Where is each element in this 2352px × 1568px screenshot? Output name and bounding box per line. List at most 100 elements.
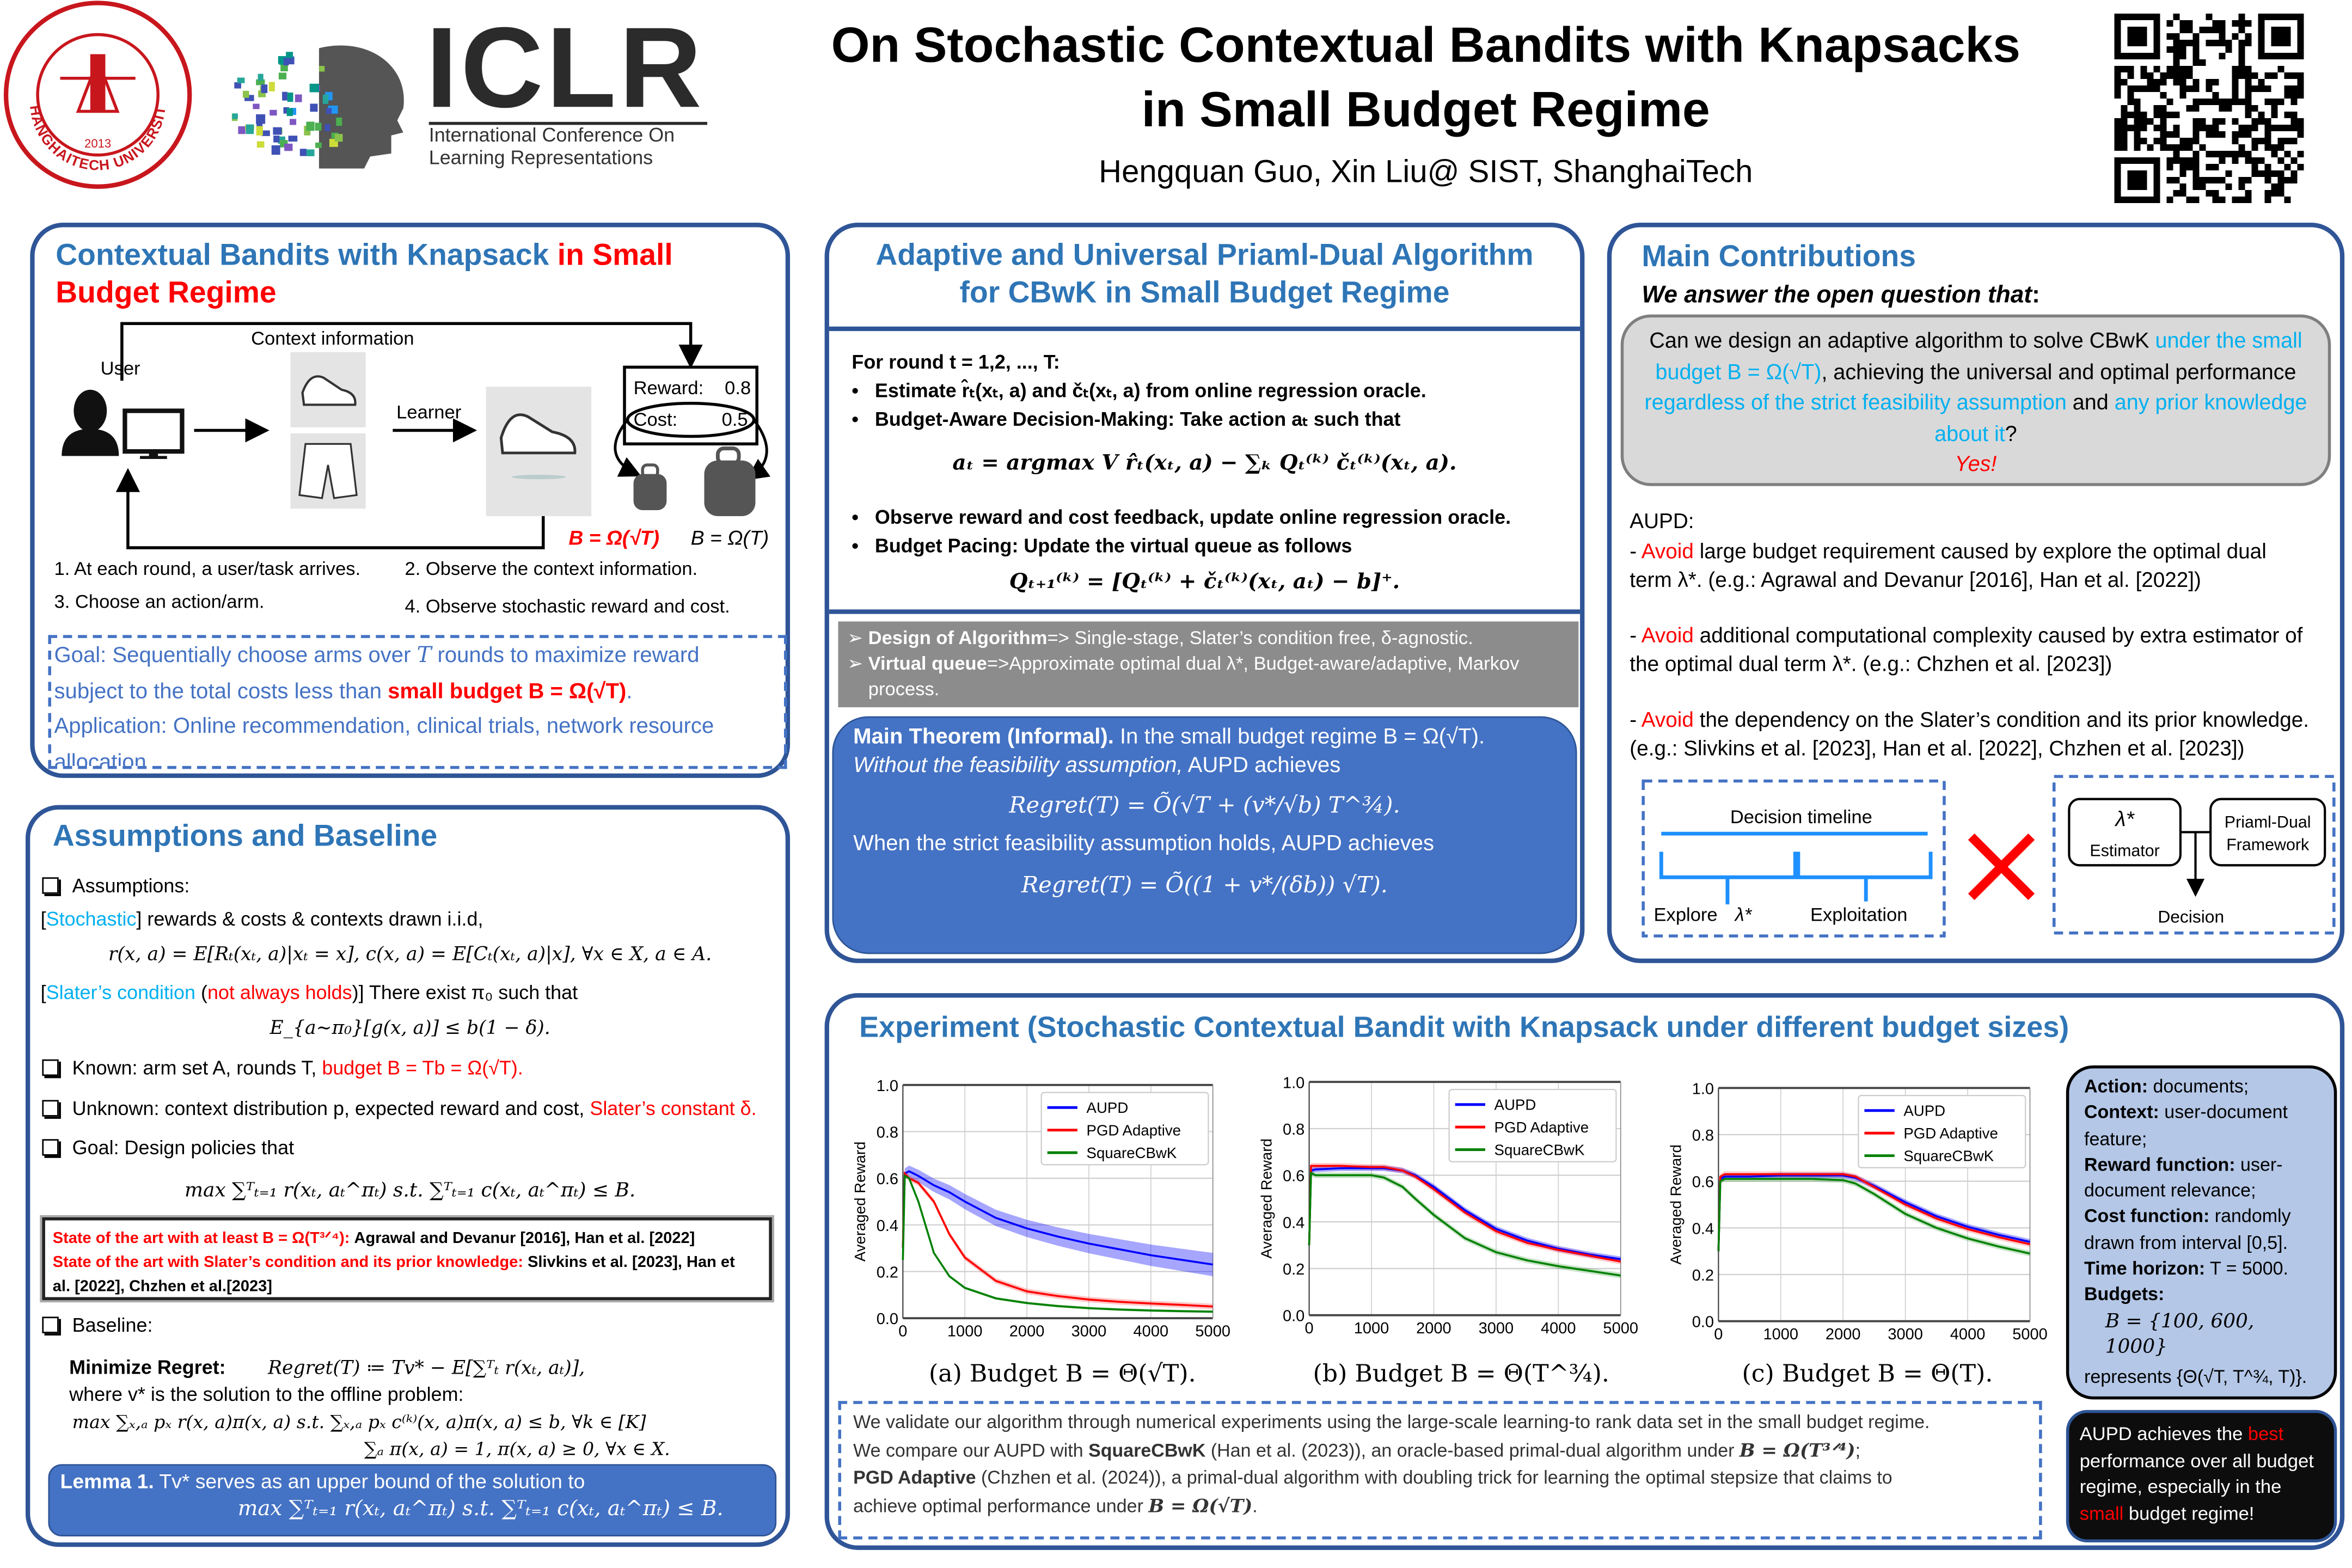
user-icon	[62, 389, 119, 456]
setup-label: Cost function:	[2084, 1206, 2210, 1227]
cost-value: 0.5	[722, 409, 748, 430]
logo-dot	[286, 52, 293, 58]
queue-text: =>Approximate optimal dual λ*, Budget-aw…	[987, 653, 1520, 675]
confidence-band-squarecbwk	[1309, 1170, 1621, 1278]
theorem-without-rest: AUPD achieves	[1183, 754, 1341, 778]
confidence-band-aupd	[1309, 1165, 1621, 1262]
y-tick-label: 1.0	[877, 1077, 898, 1095]
offline-text: where v* is the solution to the offline …	[69, 1383, 464, 1406]
estimator-lambda: λ*	[2115, 807, 2135, 831]
cross-icon	[1968, 833, 2035, 901]
slater-line: [Slater’s condition (not always holds)] …	[40, 981, 578, 1004]
logo-dot	[238, 126, 246, 134]
logo-dot	[256, 79, 265, 85]
unknown-line: Unknown: context distribution p, expecte…	[42, 1097, 757, 1119]
logo-dot	[273, 136, 280, 143]
setup-action: Action: documents;	[2084, 1074, 2319, 1100]
iclr-subtitle: International Conference On Learning Rep…	[429, 124, 675, 169]
state-of-the-art-box: State of the art with at least B = Ω(T³ᐟ…	[42, 1217, 772, 1301]
avoid-text-cont: (e.g.: Slivkins et al. [2023], Han et al…	[1630, 736, 2245, 760]
legend-label: PGD Adaptive	[1087, 1122, 1181, 1138]
series-line-aupd	[1717, 1174, 2030, 1252]
queue-label: Virtual queue	[868, 653, 987, 675]
chart-b: 0 1000 2000 3000 4000 5000 0.0 0.2 0.4 0.6 0.8 1.0 A…	[1258, 1074, 1638, 1337]
x-tick-label: 3000	[1071, 1322, 1107, 1340]
description-line-2: We compare our AUPD with SquareCBwK (Han…	[853, 1436, 2027, 1464]
y-tick-label: 0.0	[1692, 1314, 1714, 1331]
iclr-wordmark: ICLR	[426, 4, 705, 133]
y-tick-label: 0.6	[877, 1171, 898, 1188]
logo-dot	[246, 124, 254, 134]
avoid-word: Avoid	[1641, 538, 1694, 562]
goal-formula: max ∑ᵀₜ₌₁ r(xₜ, aₜ^πₜ) s.t. ∑ᵀₜ₌₁ c(xₜ, …	[184, 1179, 636, 1203]
iclr-logo-mark	[231, 45, 404, 169]
theorem-line-3: When the strict feasibility assumption h…	[853, 832, 1435, 856]
problem-title-red-2: Budget Regime	[56, 277, 277, 310]
theorem-formula-2: Regret(T) = Õ((1 + v*/(δb)) √T).	[1021, 871, 1388, 899]
x-tick-label: 4000	[1950, 1326, 1986, 1343]
desc-squarecbwk: SquareCBwK	[1088, 1439, 1206, 1461]
setup-label: Reward function:	[2084, 1154, 2235, 1175]
experiment-title: Experiment (Stochastic Contextual Bandit…	[859, 1011, 2069, 1045]
application-line-1: Application: Online recommendation, clin…	[54, 714, 714, 739]
confidence-band-pgd-adaptive	[1309, 1163, 1621, 1265]
logo-dot	[290, 119, 297, 125]
logo-dot	[256, 141, 265, 148]
subtitle-colon: :	[2032, 283, 2040, 309]
legend-label: PGD Adaptive	[1903, 1125, 1998, 1142]
step-2: 2. Observe the context information.	[405, 558, 698, 580]
problem-title-red: in Small	[557, 239, 673, 273]
question-text-1: Can we design an adaptive algorithm to s…	[1649, 329, 2155, 354]
conclusion-box: AUPD achieves the best performance over …	[2066, 1410, 2337, 1542]
conclusion-text: AUPD achieves the	[2079, 1423, 2248, 1445]
experiment-charts: 0 1000 2000 3000 4000 5000 0.0 0.2 0.4 0.6 0.8 1.0 A…	[852, 1074, 2048, 1343]
for-round: For round t = 1,2, ..., T:	[852, 350, 1060, 373]
cost-label: Cost:	[634, 409, 678, 430]
context-information-label: Context information	[251, 328, 414, 349]
question-text-3: and	[2066, 391, 2115, 415]
assumptions-title: Assumptions and Baseline	[52, 820, 438, 854]
legend-label: PGD Adaptive	[1494, 1119, 1589, 1136]
legend-label: AUPD	[1087, 1099, 1129, 1116]
x-tick-label: 2000	[1416, 1320, 1451, 1337]
logo-dot	[261, 84, 268, 93]
explore-bracket	[1659, 852, 1797, 879]
authors: Hengquan Guo, Xin Liu@ SIST, ShanghaiTec…	[1099, 155, 1753, 190]
action-formula: aₜ = argmax V r̂ₜ(xₜ, a) − ∑ₖ Qₜ⁽ᵏ⁾ čₜ⁽ᵏ…	[952, 451, 1457, 476]
logo-dot	[299, 149, 307, 156]
logo-dot	[261, 130, 270, 136]
x-tick-label: 4000	[1134, 1322, 1169, 1340]
logo-dot	[309, 83, 319, 93]
x-tick-label: 5000	[2012, 1326, 2048, 1343]
logo-dot	[273, 127, 282, 135]
y-tick-label: 0.2	[1283, 1261, 1304, 1278]
y-tick-label: 0.4	[1692, 1220, 1714, 1238]
shorts-image	[290, 433, 366, 509]
queue-line: ➢ Virtual queue=>Approximate optimal dua…	[847, 653, 1520, 675]
logo-dot	[270, 109, 277, 116]
small-backpack-icon	[633, 463, 667, 510]
desc-formula: B = Ω(T³ᐟ⁴)	[1739, 1437, 1855, 1461]
setup-budgets: Budgets:	[2084, 1283, 2319, 1309]
timeline-box	[1641, 779, 1946, 938]
shanghaitech-logo: SHANGHAITECH UNIVERSITY 2013	[0, 0, 192, 189]
problem-title-blue: Contextual Bandits with Knapsack	[56, 239, 558, 273]
step-1: 1. At each round, a user/task arrives.	[54, 558, 361, 580]
y-tick-label: 0.2	[1692, 1267, 1714, 1284]
expectation-formula: r(x, a) = E[Rₜ(xₜ, a)|xₜ = x], c(x, a) =…	[108, 942, 712, 965]
avoid-text: large budget requirement caused by explo…	[1693, 538, 2267, 562]
avoid-text: the dependency on the Slater’s condition…	[1693, 706, 2310, 731]
cost-arrow-small	[614, 419, 642, 477]
logo-dot	[324, 124, 330, 131]
goal-box: Goal: Sequentially choose arms over T ro…	[48, 635, 787, 769]
sota-2-label: State of the art with Slater’s condition…	[52, 1253, 524, 1272]
y-tick-label: 0.0	[877, 1310, 898, 1328]
panel-contributions: Main Contributions We answer the open qu…	[1607, 223, 2345, 963]
lemma-line: Lemma 1. Tv* serves as an upper bound of…	[60, 1470, 765, 1492]
goal-text-2: rounds to maximize reward	[431, 644, 700, 669]
slater-text: )] There exist π₀ such that	[352, 981, 578, 1004]
desc-text: achieve optimal performance under	[853, 1494, 1149, 1516]
avoid-item-3: - Avoid the dependency on the Slater’s c…	[1630, 706, 2310, 760]
avoid-text-cont: the optimal dual term λ*. (e.g.: Chzhen …	[1630, 651, 2112, 676]
logo-dot	[310, 103, 318, 112]
